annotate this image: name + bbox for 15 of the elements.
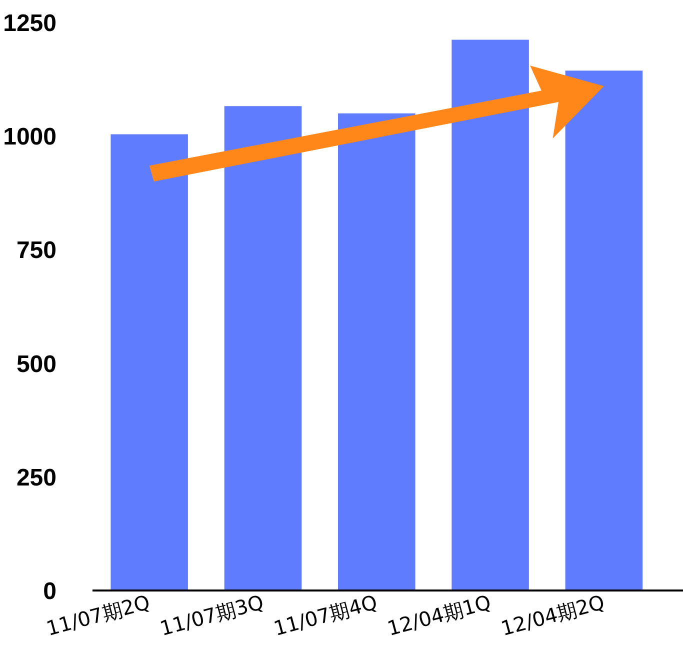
y-tick-label: 750 — [16, 237, 57, 264]
y-tick-label: 500 — [16, 350, 57, 378]
x-tick-label: 12/04期1Q — [384, 590, 494, 641]
bar — [452, 40, 529, 590]
x-tick-label: 12/04期2Q — [498, 590, 608, 641]
bar — [110, 134, 188, 590]
y-tick-label: 0 — [43, 578, 57, 605]
y-tick-label: 1000 — [3, 124, 56, 151]
y-tick-label: 250 — [16, 464, 57, 492]
x-tick-label: 11/07期3Q — [157, 590, 266, 641]
y-tick-label: 1250 — [3, 10, 56, 37]
bar — [224, 106, 302, 590]
x-tick-label: 11/07期4Q — [271, 590, 380, 641]
bar — [565, 70, 643, 590]
bar — [338, 113, 416, 590]
